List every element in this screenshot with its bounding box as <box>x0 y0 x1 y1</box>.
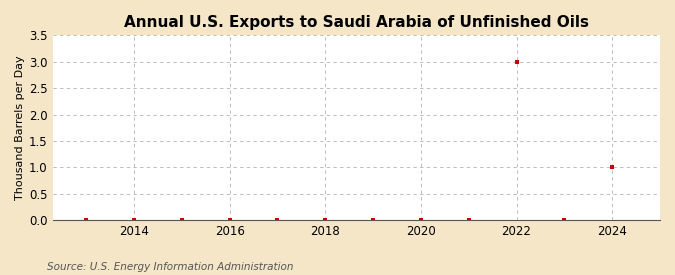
Y-axis label: Thousand Barrels per Day: Thousand Barrels per Day <box>15 56 25 200</box>
Text: Source: U.S. Energy Information Administration: Source: U.S. Energy Information Administ… <box>47 262 294 272</box>
Title: Annual U.S. Exports to Saudi Arabia of Unfinished Oils: Annual U.S. Exports to Saudi Arabia of U… <box>124 15 589 30</box>
